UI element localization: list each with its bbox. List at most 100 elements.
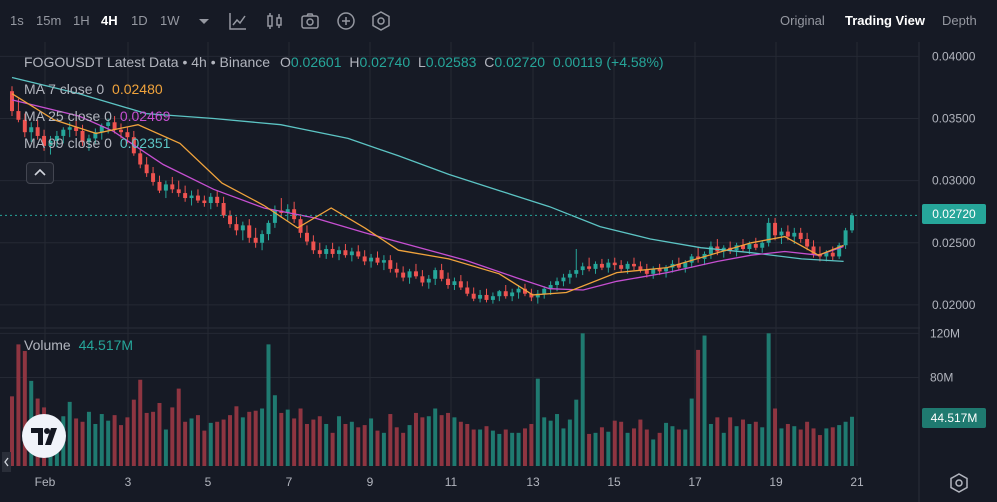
- volume-bar: [317, 416, 322, 466]
- volume-bar: [747, 423, 752, 466]
- date-tick-label: 19: [769, 475, 783, 489]
- timeframe-4h[interactable]: 4H: [101, 13, 118, 28]
- volume-bar: [490, 430, 495, 466]
- volume-bar: [240, 417, 245, 466]
- chart-settings-icon[interactable]: [370, 10, 392, 32]
- candle-body: [503, 291, 508, 297]
- candle-body: [67, 127, 72, 130]
- volume-bar: [22, 351, 27, 466]
- timeframe-1d[interactable]: 1D: [131, 13, 148, 28]
- timeframe-15m[interactable]: 15m: [36, 13, 62, 28]
- volume-bar: [830, 427, 835, 466]
- volume-bar: [125, 417, 130, 466]
- date-tick-label: 3: [125, 475, 132, 489]
- volume-bar: [535, 378, 540, 466]
- candle-body: [388, 260, 393, 269]
- legend-low-value: 0.02583: [425, 54, 477, 70]
- candle-body: [42, 135, 47, 146]
- legend-ma7-value: 0.02480: [112, 81, 163, 97]
- legend-ma7-row[interactable]: MA 7 close 0 0.02480: [24, 81, 163, 97]
- camera-icon[interactable]: [299, 10, 321, 32]
- volume-bar: [587, 433, 592, 466]
- volume-bar: [824, 428, 829, 466]
- volume-bar: [362, 425, 367, 466]
- candle-body: [381, 260, 386, 263]
- volume-bar: [106, 420, 111, 466]
- candle-body: [61, 129, 66, 136]
- volume-bar: [715, 417, 720, 466]
- volume-bar: [234, 406, 239, 466]
- volume-bar: [708, 423, 713, 466]
- candle-body: [612, 262, 617, 266]
- volume-bar: [426, 416, 431, 466]
- volume-bar: [734, 426, 739, 466]
- volume-bar: [183, 421, 188, 466]
- candle-body: [221, 203, 226, 216]
- candle-body: [407, 271, 412, 278]
- candle-body: [356, 251, 361, 257]
- indicator-chart-icon[interactable]: [227, 10, 249, 32]
- volume-bar: [503, 429, 508, 466]
- volume-bar: [330, 432, 335, 466]
- candle-body: [619, 265, 624, 269]
- candle-body: [260, 234, 265, 243]
- candles-icon[interactable]: [264, 10, 286, 32]
- legend-ma25-value: 0.02469: [119, 108, 171, 124]
- last-price-tag: 0.02720: [922, 204, 986, 224]
- date-tick-label: 9: [367, 475, 374, 489]
- tradingview-logo[interactable]: [22, 414, 66, 458]
- volume-bar: [407, 425, 412, 466]
- date-tick-label: 5: [205, 475, 212, 489]
- volume-bar: [458, 421, 463, 466]
- view-trading-view[interactable]: Trading View: [845, 13, 925, 28]
- volume-bar: [471, 429, 476, 466]
- legend-ma25-row[interactable]: MA 25 close 0 0.02469: [24, 108, 170, 124]
- timeframe-1h[interactable]: 1H: [73, 13, 90, 28]
- volume-bar: [163, 429, 168, 466]
- volume-bar: [195, 415, 200, 466]
- legend-collapse-button[interactable]: [26, 162, 54, 184]
- top-toolbar: 1s 15m 1H 4H 1D 1W Original Trading View…: [0, 0, 997, 42]
- candle-body: [555, 281, 560, 286]
- candle-body: [458, 281, 463, 288]
- candle-body: [183, 193, 188, 199]
- volume-bar: [189, 418, 194, 466]
- legend-ma25-label: MA 25 close 0: [24, 108, 112, 124]
- volume-bar: [516, 432, 521, 466]
- candle-body: [433, 270, 438, 279]
- gear-icon[interactable]: [948, 472, 970, 494]
- candle-body: [317, 250, 322, 254]
- timeframe-1s[interactable]: 1s: [10, 13, 24, 28]
- volume-bar: [670, 426, 675, 466]
- volume-bar: [433, 408, 438, 466]
- candle-body: [157, 181, 162, 191]
- candle-body: [580, 266, 585, 271]
- last-volume-tag: 44.517M: [922, 408, 986, 428]
- add-indicator-icon[interactable]: [335, 10, 357, 32]
- candle-body: [548, 285, 553, 289]
- candle-body: [189, 195, 194, 199]
- volume-bar: [850, 416, 854, 466]
- price-chart[interactable]: 0.04000 0.03500 0.03000 0.02500 0.02000 120M 8…: [0, 42, 997, 502]
- candle-body: [119, 129, 123, 133]
- volume-bar: [510, 432, 515, 466]
- volume-bar: [151, 411, 156, 466]
- candle-body: [522, 288, 527, 294]
- volume-bar: [773, 408, 778, 466]
- volume-bar: [676, 429, 681, 466]
- price-tick-label: 0.02500: [932, 236, 976, 250]
- timeframe-1w[interactable]: 1W: [160, 13, 180, 28]
- legend-volume-row: Volume 44.517M: [24, 337, 133, 353]
- legend-ma99-row[interactable]: MA 99 close 0 0.02351: [24, 135, 170, 151]
- view-depth[interactable]: Depth: [942, 13, 977, 28]
- dropdown-caret-icon[interactable]: [193, 10, 215, 32]
- scroll-left-button[interactable]: [2, 452, 11, 472]
- view-original[interactable]: Original: [780, 13, 825, 28]
- date-tick-label: Feb: [35, 475, 56, 489]
- volume-bar: [721, 432, 726, 466]
- volume-bar: [144, 412, 149, 466]
- volume-bar: [817, 435, 822, 466]
- volume-bar: [753, 421, 758, 466]
- volume-bar: [651, 439, 656, 466]
- legend-open-label: O: [279, 54, 291, 70]
